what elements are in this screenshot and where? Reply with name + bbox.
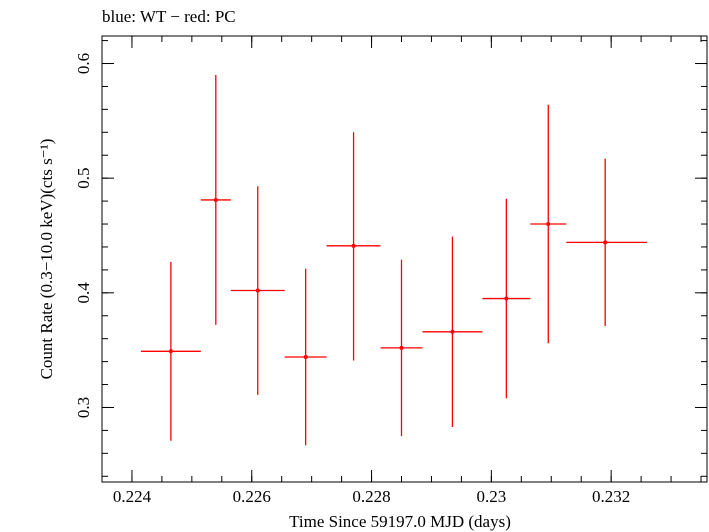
y-axis-label: Count Rate (0.3−10.0 keV)(cts s⁻¹) <box>37 139 56 380</box>
data-series <box>140 74 648 446</box>
y-tick-label: 0.3 <box>74 397 93 418</box>
x-tick-label: 0.224 <box>113 487 152 506</box>
data-marker <box>603 240 608 245</box>
data-marker <box>168 349 173 354</box>
x-tick-label: 0.226 <box>233 487 271 506</box>
data-marker <box>351 243 356 248</box>
data-point <box>482 198 531 399</box>
data-point <box>326 132 381 361</box>
data-point <box>530 104 567 344</box>
data-point <box>200 74 231 325</box>
x-tick-label: 0.232 <box>592 487 630 506</box>
x-tick-label: 0.228 <box>352 487 390 506</box>
data-marker <box>450 329 455 334</box>
chart-title: blue: WT − red: PC <box>102 7 236 26</box>
x-axis-label: Time Since 59197.0 MJD (days) <box>289 512 511 531</box>
data-point <box>422 236 483 427</box>
y-tick-label: 0.6 <box>74 53 93 74</box>
data-marker <box>213 197 218 202</box>
y-tick-label: 0.4 <box>74 282 93 304</box>
data-marker <box>303 355 308 360</box>
data-marker <box>504 296 509 301</box>
data-point <box>566 158 648 327</box>
data-point <box>284 268 327 446</box>
data-marker <box>255 288 260 293</box>
x-axis: 0.224 0.226 0.228 0.23 0.232 <box>101 36 702 506</box>
plot-frame <box>101 35 708 483</box>
data-marker <box>399 345 404 350</box>
y-axis: 0.3 0.4 0.5 0.6 <box>74 40 707 477</box>
data-point <box>230 186 285 395</box>
data-point <box>140 261 201 441</box>
x-tick-label: 0.23 <box>476 487 506 506</box>
data-point <box>380 259 423 437</box>
data-marker <box>546 222 551 227</box>
y-tick-label: 0.5 <box>74 168 93 189</box>
